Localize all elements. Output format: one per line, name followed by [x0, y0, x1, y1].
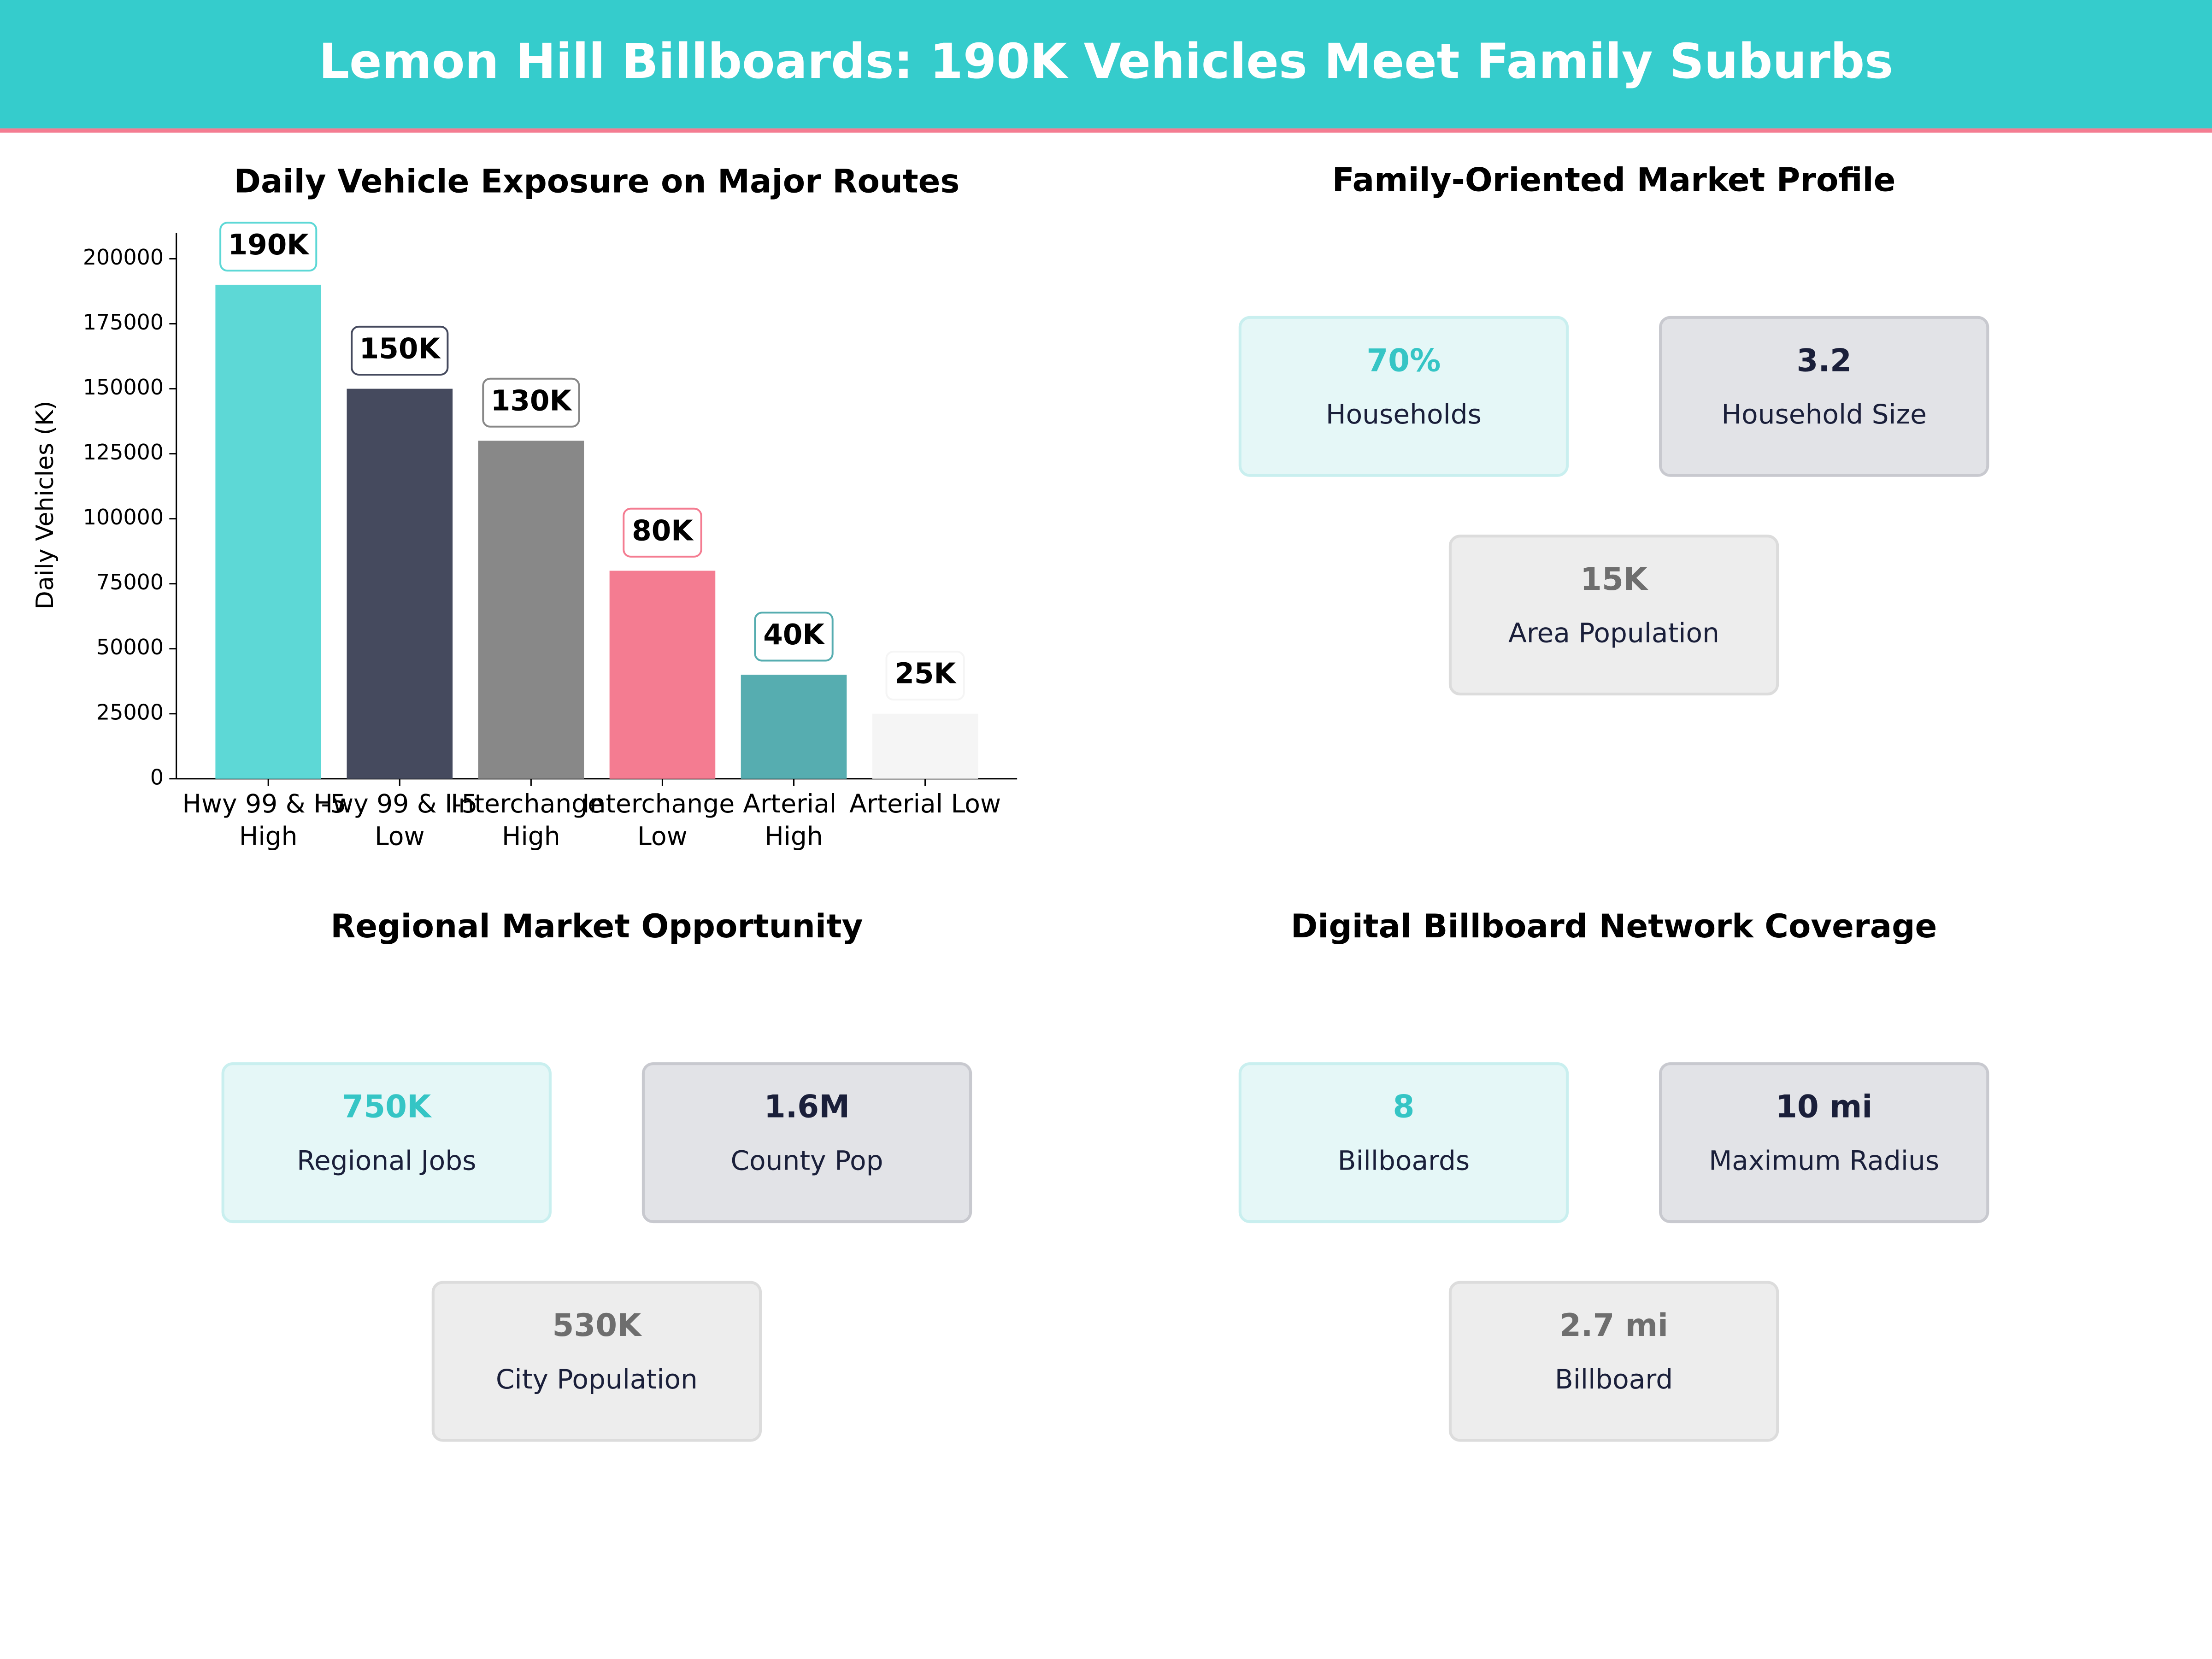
- stat-label: Billboards: [1338, 1145, 1470, 1177]
- value-label-box: [482, 377, 580, 428]
- stat-card: [641, 1062, 972, 1224]
- x-tick-label: Arterial High: [743, 789, 844, 851]
- x-tick-label: Hwy 99 & I-5 Low: [314, 789, 486, 851]
- stat-label: Household Size: [1721, 399, 1927, 430]
- y-tick-label: 200000: [83, 245, 164, 270]
- stat-value: 15K: [1580, 561, 1649, 597]
- page-title: Lemon Hill Billboards: 190K Vehicles Mee…: [319, 33, 1894, 89]
- panel-title: Family-Oriented Market Profile: [1332, 161, 1896, 199]
- bar: [741, 675, 847, 779]
- panel-title: Digital Billboard Network Coverage: [1291, 907, 1937, 945]
- stat-card: [1659, 1062, 1989, 1224]
- stat-label: Maximum Radius: [1709, 1145, 1939, 1177]
- stat-value: 8: [1393, 1088, 1414, 1125]
- value-label: 130K: [491, 384, 573, 417]
- stat-label: Billboard: [1555, 1364, 1673, 1395]
- stat-card: [431, 1281, 762, 1442]
- value-label: 25K: [894, 658, 957, 690]
- stat-value: 530K: [553, 1307, 643, 1343]
- value-label: 150K: [359, 333, 441, 365]
- stat-value: 2.7 mi: [1559, 1307, 1668, 1343]
- bar: [478, 441, 584, 779]
- stat-value: 3.2: [1797, 342, 1852, 378]
- value-label-box: [623, 507, 702, 558]
- y-tick-label: 125000: [83, 440, 164, 465]
- value-label: 40K: [763, 618, 825, 651]
- stat-card: [221, 1062, 552, 1224]
- stat-card: [1448, 1281, 1779, 1442]
- y-tick-label: 175000: [83, 310, 164, 335]
- value-label: 80K: [632, 514, 694, 547]
- x-tick-label: Hwy 99 & I-5 High: [182, 789, 354, 851]
- stat-card: [1238, 1062, 1569, 1224]
- y-tick-label: 150000: [83, 375, 164, 400]
- y-axis-label: Daily Vehicles (K): [31, 401, 59, 610]
- x-tick-label: Interchange High: [451, 789, 611, 851]
- y-tick-label: 75000: [96, 570, 164, 594]
- stat-value: 750K: [342, 1088, 432, 1125]
- stat-value: 10 mi: [1776, 1088, 1872, 1125]
- stat-value: 70%: [1366, 342, 1441, 378]
- stat-label: City Population: [496, 1364, 698, 1395]
- value-label: 190K: [228, 229, 310, 261]
- value-label-box: [351, 325, 449, 376]
- y-tick-label: 0: [150, 765, 164, 789]
- value-label-box: [754, 612, 834, 662]
- stat-card: [1659, 316, 1989, 477]
- stat-label: County Pop: [730, 1145, 883, 1177]
- y-tick-label: 25000: [96, 700, 164, 724]
- bar: [872, 713, 978, 779]
- panel-title: Regional Market Opportunity: [330, 907, 863, 945]
- x-tick-label: Arterial Low: [849, 789, 1001, 818]
- header-bar: [0, 0, 2212, 129]
- bar: [609, 571, 716, 779]
- value-label-box: [219, 222, 318, 272]
- stat-card: [1448, 535, 1779, 696]
- header-rule: [0, 128, 2212, 133]
- y-tick-label: 100000: [83, 505, 164, 529]
- stat-value: 1.6M: [764, 1088, 850, 1125]
- value-label-box: [885, 651, 965, 701]
- y-tick-label: 50000: [96, 635, 164, 659]
- chart-title: Daily Vehicle Exposure on Major Routes: [234, 162, 960, 200]
- x-tick-label: Interchange Low: [582, 789, 742, 851]
- stat-label: Households: [1326, 399, 1482, 430]
- stat-label: Area Population: [1508, 618, 1719, 649]
- bar: [347, 388, 453, 779]
- bar: [215, 284, 322, 779]
- stat-card: [1238, 316, 1569, 477]
- stat-label: Regional Jobs: [297, 1145, 476, 1177]
